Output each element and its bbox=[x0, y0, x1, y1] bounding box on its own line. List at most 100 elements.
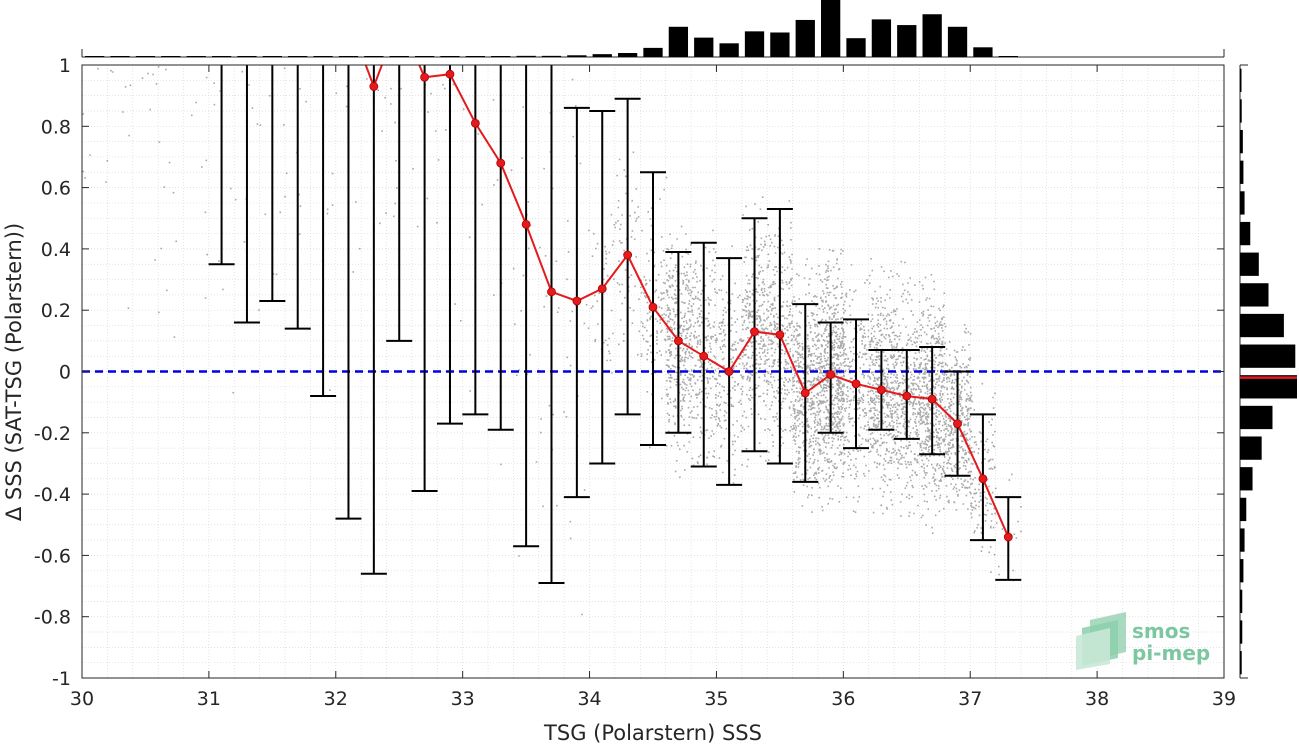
mean-point bbox=[496, 158, 506, 168]
top-histogram-bar bbox=[922, 14, 942, 57]
right-histogram-bar bbox=[1240, 129, 1243, 154]
mean-point bbox=[775, 330, 785, 340]
top-histogram-bar bbox=[821, 0, 841, 57]
mean-point bbox=[420, 72, 430, 82]
y-tick-label: -0.6 bbox=[34, 545, 71, 567]
mean-point bbox=[623, 250, 633, 260]
right-histogram-bar bbox=[1240, 283, 1269, 307]
mean-point bbox=[470, 118, 480, 128]
right-histogram-bar bbox=[1240, 221, 1251, 246]
mean-point bbox=[902, 391, 912, 401]
top-histogram-bar bbox=[567, 55, 587, 57]
x-tick-label: 37 bbox=[958, 688, 982, 710]
x-tick-labels: 30 31 32 33 34 35 36 37 38 39 bbox=[70, 688, 1236, 710]
top-histogram-bar bbox=[795, 19, 815, 57]
y-tick-label: -0.4 bbox=[34, 484, 71, 506]
axis-ticks bbox=[81, 64, 1225, 679]
right-histogram-bar bbox=[1240, 375, 1297, 399]
mean-point bbox=[953, 419, 962, 429]
top-histogram-bar bbox=[846, 38, 866, 57]
mean-point bbox=[699, 351, 709, 361]
top-histogram-bar bbox=[465, 56, 485, 57]
right-histogram-bar bbox=[1240, 620, 1243, 644]
logo-cube-front-icon bbox=[1076, 628, 1110, 670]
mean-point bbox=[1003, 532, 1013, 542]
top-histogram-bar bbox=[110, 56, 130, 57]
top-histogram-bar bbox=[617, 53, 638, 57]
top-histogram-bar bbox=[694, 37, 714, 57]
right-histogram-bar bbox=[1240, 436, 1262, 460]
y-tick-label: 1 bbox=[59, 55, 71, 77]
top-histogram-bar bbox=[643, 47, 663, 57]
right-histogram-bar bbox=[1240, 252, 1259, 276]
smos-pi-mep-logo: smos pi-mep bbox=[1076, 612, 1210, 670]
x-tick-label: 30 bbox=[70, 688, 94, 710]
mean-point bbox=[521, 219, 531, 229]
top-histogram-bar bbox=[440, 56, 460, 57]
y-tick-label: -0.8 bbox=[34, 607, 71, 629]
top-histogram-bar bbox=[719, 43, 739, 57]
y-tick-label: 0.4 bbox=[41, 239, 71, 261]
right-histogram-bar bbox=[1240, 467, 1253, 491]
top-histogram-bar bbox=[288, 56, 308, 57]
mean-point bbox=[369, 82, 379, 91]
top-histogram-bar bbox=[338, 56, 359, 57]
y-tick-label: -1 bbox=[52, 668, 71, 690]
mean-point bbox=[851, 379, 861, 389]
top-histogram-bar bbox=[186, 56, 206, 57]
right-histogram-bar bbox=[1240, 313, 1284, 338]
top-histogram-bar bbox=[135, 56, 156, 57]
top-histogram-bar bbox=[262, 56, 282, 57]
y-tick-label: 0.2 bbox=[41, 300, 71, 322]
top-histogram-bar bbox=[364, 56, 384, 57]
mean-point bbox=[572, 296, 582, 306]
y-tick-label: -0.2 bbox=[34, 423, 71, 445]
top-histogram-bar bbox=[389, 56, 409, 57]
top-histogram-bar bbox=[947, 26, 968, 57]
top-histogram-bar bbox=[491, 56, 511, 57]
logo-text-smos: smos bbox=[1132, 619, 1190, 643]
mean-point bbox=[877, 385, 886, 395]
top-histogram-bar bbox=[237, 56, 257, 57]
y-tick-label: 0 bbox=[59, 362, 71, 384]
top-histogram-bar bbox=[313, 56, 333, 57]
top-histogram-bar bbox=[897, 25, 917, 57]
x-tick-label: 38 bbox=[1085, 688, 1109, 710]
top-histogram-bar bbox=[516, 55, 536, 57]
x-tick-label: 39 bbox=[1212, 688, 1236, 710]
y-tick-label: 0.6 bbox=[41, 178, 71, 200]
mean-point bbox=[927, 394, 937, 404]
right-histogram-bar bbox=[1240, 68, 1242, 92]
top-histogram-bar bbox=[871, 19, 892, 58]
mean-point bbox=[724, 367, 734, 376]
x-tick-label: 34 bbox=[577, 688, 601, 710]
right-histogram bbox=[1239, 64, 1297, 679]
x-tick-label: 36 bbox=[831, 688, 855, 710]
right-histogram-bar bbox=[1240, 651, 1242, 675]
top-histogram-bar bbox=[414, 56, 435, 57]
scatter-cloud bbox=[82, 66, 1022, 616]
mean-point bbox=[978, 474, 988, 484]
x-axis-label: TSG (Polarstern) SSS bbox=[543, 721, 762, 745]
right-histogram-bar bbox=[1240, 497, 1247, 522]
mean-point bbox=[547, 287, 556, 297]
mean-point bbox=[673, 336, 683, 346]
mean-point bbox=[750, 327, 759, 337]
y-tick-labels: -1 -0.8 -0.6 -0.4 -0.2 0 0.2 0.4 0.6 0.8 1 bbox=[34, 55, 71, 690]
right-histogram-bar bbox=[1240, 99, 1242, 123]
mean-point bbox=[648, 302, 658, 312]
right-histogram-bar bbox=[1240, 191, 1245, 215]
top-histogram-bar bbox=[770, 32, 790, 57]
scatter-points bbox=[82, 66, 1022, 616]
top-histogram-bar bbox=[668, 26, 689, 57]
top-histogram-bar bbox=[161, 56, 181, 57]
right-histogram-bar bbox=[1240, 528, 1245, 552]
right-histogram-bar bbox=[1240, 160, 1244, 184]
right-histogram-bar bbox=[1240, 559, 1244, 583]
top-histogram-bar bbox=[744, 31, 765, 57]
x-tick-label: 35 bbox=[704, 688, 728, 710]
binned-mean-line bbox=[364, 65, 1013, 542]
top-histogram-bar bbox=[85, 56, 105, 57]
x-tick-label: 31 bbox=[197, 688, 221, 710]
